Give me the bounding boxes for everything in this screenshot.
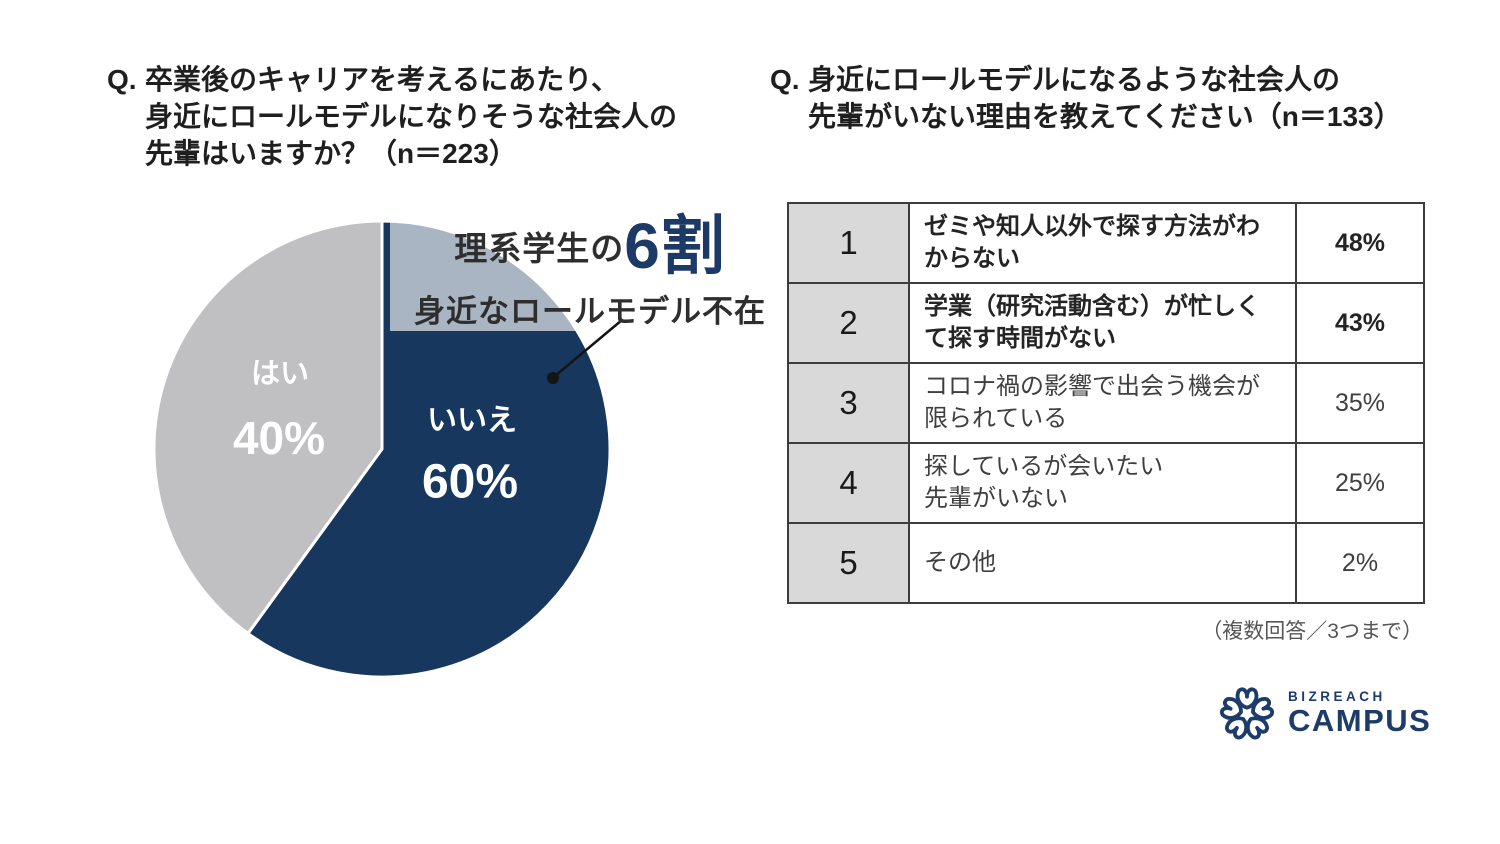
percent-cell: 25% (1295, 442, 1425, 524)
rank-cell: 3 (787, 362, 910, 444)
percent-cell: 35% (1295, 362, 1425, 444)
left-question-title: Q. 卒業後のキャリアを考えるにあたり、 身近にロールモデルになりそうな社会人の… (107, 61, 727, 172)
percent-cell: 48% (1295, 202, 1425, 284)
flower-logo-icon (1218, 687, 1276, 742)
table-row: 1 ゼミや知人以外で探す方法がわからない 48% (787, 202, 1425, 284)
bizreach-campus-logo: BIZREACH CAMPUS (1218, 683, 1431, 745)
right-question-line-2: 先輩がいない理由を教えてください（n＝133） (808, 101, 1402, 132)
rank-cell: 5 (787, 522, 910, 604)
callout-dot (547, 372, 559, 384)
annotation-big-text: 6割 (624, 210, 726, 282)
pie-slices (152, 219, 612, 679)
table-row: 2 学業（研究活動含む）が忙しくて探す時間がない 43% (787, 282, 1425, 364)
reason-cell: コロナ禍の影響で出会う機会が限られている (908, 362, 1297, 444)
annotation-sub-text: 身近なロールモデル不在 (414, 294, 766, 329)
pie-slice-はい (152, 219, 384, 635)
percent-cell: 43% (1295, 282, 1425, 364)
pie-label-yes: はい (250, 358, 310, 390)
reason-cell: 探しているが会いたい 先輩がいない (908, 442, 1297, 524)
pie-chart (152, 219, 630, 679)
left-question-line-2: 身近にロールモデルになりそうな社会人の (145, 101, 678, 132)
annotation-highlight-band (390, 221, 630, 331)
percent-cell: 2% (1295, 522, 1425, 604)
pie-label-no: いいえ (427, 404, 517, 437)
logo-text-bizreach: BIZREACH (1288, 689, 1386, 705)
pie-value-yes: 40% (232, 412, 326, 464)
question-prefix: Q. (770, 64, 800, 95)
table-row: 3 コロナ禍の影響で出会う機会が限られている 35% (787, 362, 1425, 444)
table-footnote: （複数回答／3つまで） (1201, 620, 1423, 643)
logo-text-campus: CAMPUS (1288, 703, 1432, 739)
left-question-line-1: 卒業後のキャリアを考えるにあたり、 (145, 64, 620, 95)
rank-cell: 1 (787, 202, 910, 284)
rank-cell: 4 (787, 442, 910, 524)
reasons-table-body: 1 ゼミや知人以外で探す方法がわからない 48% 2 学業（研究活動含む）が忙しくて探す… (787, 202, 1425, 604)
pie-value-no: 60% (421, 455, 519, 509)
reason-cell: その他 (908, 522, 1297, 604)
table-row: 5 その他 2% (787, 522, 1425, 604)
right-question-line-1: 身近にロールモデルになるような社会人の (808, 64, 1341, 95)
annotation-lead-text: 理系学生の (454, 230, 625, 267)
rank-cell: 2 (787, 282, 910, 364)
right-question-title: Q. 身近にロールモデルになるような社会人の 先輩がいない理由を教えてください（… (770, 61, 1450, 135)
table-row: 4 探しているが会いたい 先輩がいない 25% (787, 442, 1425, 524)
reason-cell: 学業（研究活動含む）が忙しくて探す時間がない (908, 282, 1297, 364)
callout-line (554, 319, 623, 377)
reason-cell: ゼミや知人以外で探す方法がわからない (908, 202, 1297, 284)
reasons-table: 1 ゼミや知人以外で探す方法がわからない 48% 2 学業（研究活動含む）が忙しくて探す… (787, 202, 1425, 604)
headline-annotation: 理系学生の 6割 身近なロールモデル不在 (414, 207, 766, 331)
question-prefix: Q. (107, 64, 137, 95)
left-question-line-3: 先輩はいますか？（n＝223） (145, 138, 517, 169)
